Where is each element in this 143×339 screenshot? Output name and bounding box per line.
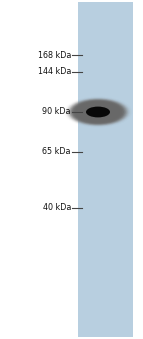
Bar	[78, 2, 133, 337]
Ellipse shape	[73, 101, 123, 123]
Text: 90 kDa: 90 kDa	[42, 107, 71, 117]
Ellipse shape	[73, 101, 123, 123]
Ellipse shape	[72, 100, 124, 124]
Ellipse shape	[78, 103, 118, 121]
Text: 144 kDa: 144 kDa	[38, 67, 71, 77]
Ellipse shape	[69, 99, 127, 125]
Ellipse shape	[67, 98, 129, 126]
Ellipse shape	[67, 98, 129, 126]
Ellipse shape	[69, 99, 127, 125]
Ellipse shape	[76, 102, 120, 122]
Ellipse shape	[71, 100, 125, 124]
Ellipse shape	[86, 106, 110, 117]
Ellipse shape	[75, 102, 121, 122]
Text: 40 kDa: 40 kDa	[43, 203, 71, 213]
Ellipse shape	[77, 103, 119, 121]
Ellipse shape	[75, 101, 121, 122]
Ellipse shape	[71, 100, 125, 124]
Ellipse shape	[77, 102, 119, 122]
Ellipse shape	[74, 101, 122, 123]
Ellipse shape	[68, 99, 128, 125]
Text: 168 kDa: 168 kDa	[38, 51, 71, 60]
Text: 65 kDa: 65 kDa	[42, 147, 71, 157]
Ellipse shape	[70, 99, 126, 125]
Ellipse shape	[66, 98, 130, 126]
